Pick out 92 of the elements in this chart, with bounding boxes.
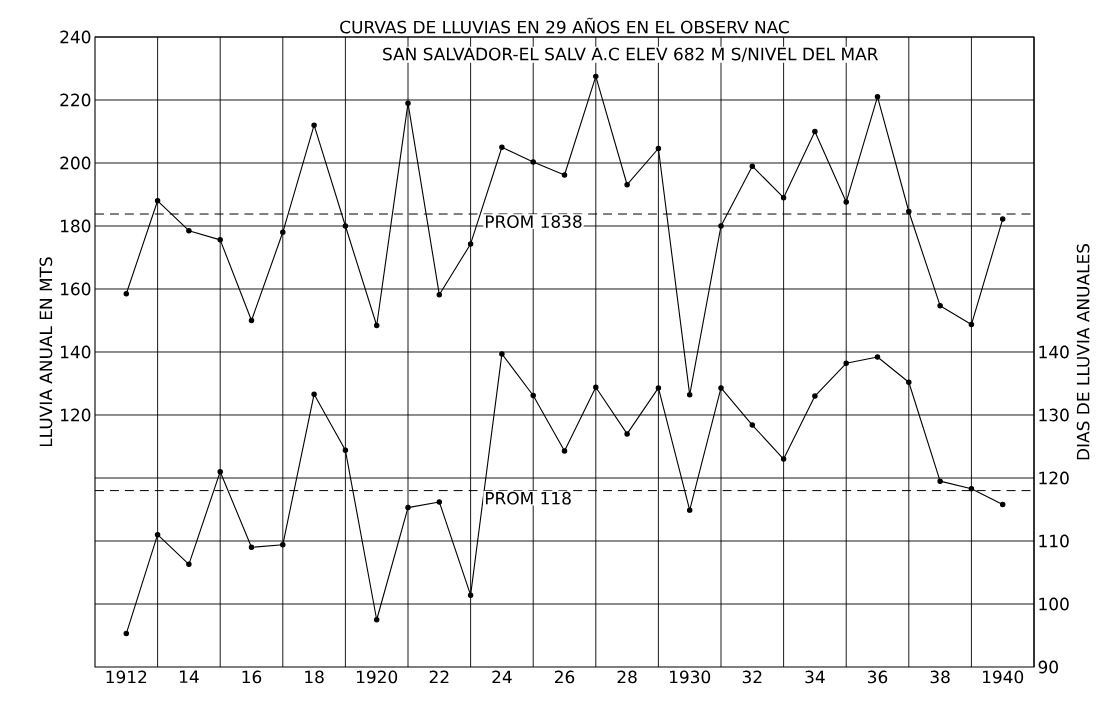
- point: [812, 393, 818, 399]
- y2-axis-title: DIAS DE LLUVIA ANUALES: [1076, 243, 1090, 460]
- point: [154, 531, 161, 538]
- x-tick-label: 24: [492, 670, 512, 684]
- point: [405, 504, 411, 511]
- y-tick-label: 240: [60, 30, 91, 44]
- point: [248, 544, 255, 551]
- point: [749, 163, 756, 169]
- point: [718, 385, 724, 391]
- point: [780, 456, 787, 462]
- point: [561, 172, 568, 178]
- x-tick-label: 16: [242, 670, 262, 684]
- point: [280, 542, 286, 548]
- point: [874, 94, 881, 100]
- ref-line-label: PROM 1838: [485, 215, 582, 229]
- point: [718, 223, 724, 229]
- y2-tick-label: 90: [1038, 660, 1058, 674]
- x-tick-label: 28: [617, 670, 637, 684]
- y-tick-label: 160: [61, 282, 91, 296]
- point: [248, 317, 255, 324]
- point: [530, 159, 536, 165]
- x-tick-label: 22: [429, 670, 449, 684]
- point: [342, 447, 349, 454]
- y2-tick-label: 120: [1039, 471, 1069, 485]
- point: [906, 379, 912, 385]
- point: [999, 501, 1006, 508]
- point: [530, 392, 536, 399]
- x-tick-label: 36: [868, 670, 888, 684]
- y-tick-label: 140: [61, 345, 91, 359]
- point: [843, 199, 849, 205]
- x-tick-label: 26: [554, 670, 575, 684]
- x-tick-label: 1920: [357, 670, 398, 684]
- point: [311, 122, 317, 128]
- ref-line-label: PROM 118: [485, 491, 571, 505]
- point: [499, 144, 505, 150]
- x-tick-label: 18: [305, 670, 324, 684]
- y-tick-label: 220: [60, 93, 91, 107]
- y-tick-label: 180: [61, 219, 91, 233]
- point: [937, 478, 943, 484]
- point: [968, 485, 975, 492]
- point: [968, 321, 975, 328]
- y-tick-label: 200: [60, 156, 91, 170]
- point: [280, 229, 286, 236]
- y2-tick-label: 130: [1039, 408, 1069, 422]
- text: SAN SALVADOR-EL SALV A.C ELEV 682 M S/NIVEL DEL MAR: [383, 47, 878, 62]
- y-tick-label: 120: [61, 408, 91, 422]
- point: [655, 385, 662, 391]
- point: [624, 431, 630, 437]
- point: [593, 73, 599, 80]
- point: [593, 384, 599, 391]
- point: [342, 223, 349, 229]
- point: [937, 302, 943, 309]
- point: [561, 448, 568, 454]
- x-tick-label: 1912: [106, 670, 147, 684]
- y2-tick-label: 100: [1039, 597, 1069, 611]
- point: [467, 241, 474, 247]
- point: [906, 208, 912, 215]
- x-tick-label: 1940: [983, 670, 1024, 684]
- point: [436, 291, 443, 298]
- point: [780, 194, 787, 201]
- y-axis-title: LLUVIA ANUAL EN MTS: [39, 257, 53, 447]
- point: [123, 630, 130, 637]
- point: [874, 354, 881, 360]
- point: [405, 100, 411, 106]
- point: [217, 237, 223, 243]
- point: [217, 468, 223, 475]
- point: [123, 290, 130, 297]
- point: [812, 128, 818, 135]
- point: [186, 227, 192, 234]
- point: [999, 216, 1006, 222]
- point: [686, 507, 693, 513]
- point: [749, 422, 756, 428]
- point: [373, 322, 380, 329]
- x-tick-label: 1930: [670, 670, 711, 684]
- x-tick-label: 32: [742, 670, 762, 684]
- chart-title: CURVAS DE LLUVIAS EN 29 AÑOS EN EL OBSERV NAC: [340, 17, 789, 34]
- point: [624, 181, 630, 188]
- point: [154, 198, 161, 204]
- point: [311, 391, 317, 397]
- x-tick-label: 34: [805, 670, 825, 684]
- point: [843, 360, 849, 367]
- point: [686, 392, 693, 398]
- point: [467, 592, 474, 598]
- point: [499, 351, 505, 357]
- x-tick-label: 38: [930, 670, 950, 684]
- point: [436, 499, 443, 505]
- point: [373, 617, 380, 623]
- x-tick-label: 14: [179, 670, 199, 683]
- y2-tick-label: 140: [1039, 345, 1069, 359]
- y2-tick-label: 110: [1039, 534, 1069, 548]
- point: [655, 145, 662, 152]
- point: [186, 561, 192, 568]
